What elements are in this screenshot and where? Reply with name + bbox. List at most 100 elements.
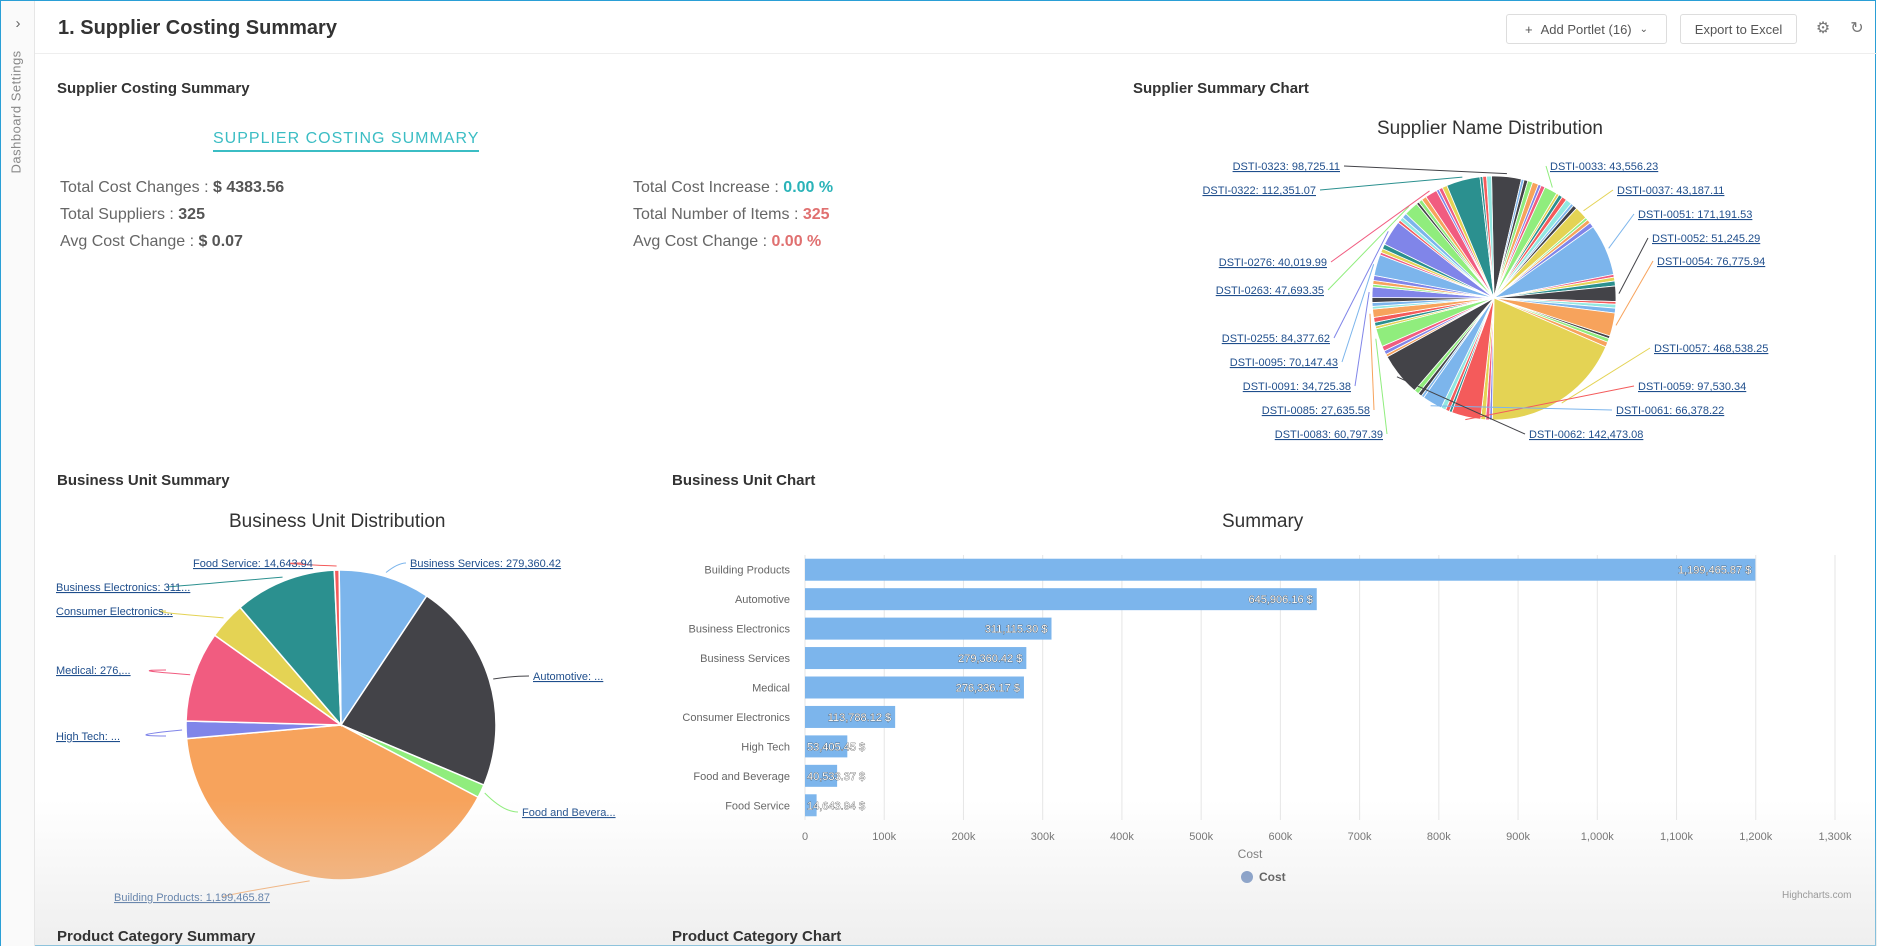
connector-line bbox=[1583, 189, 1614, 212]
y-category-label: Food and Beverage bbox=[693, 771, 790, 783]
pie-data-label[interactable]: DSTI-0052: 51,245.29 bbox=[1652, 233, 1760, 245]
x-tick-label: 800k bbox=[1427, 831, 1451, 843]
x-tick-label: 1,300k bbox=[1818, 831, 1852, 843]
x-tick-label: 400k bbox=[1110, 831, 1134, 843]
pie-data-label[interactable]: DSTI-0083: 60,797.39 bbox=[1275, 429, 1383, 441]
refresh-icon[interactable]: ↻ bbox=[1850, 20, 1864, 37]
connector-line bbox=[145, 729, 183, 737]
gear-icon[interactable]: ⚙ bbox=[1815, 20, 1831, 37]
page-title: 1. Supplier Costing Summary bbox=[58, 17, 337, 39]
product-category-chart-title: Product Category Chart bbox=[672, 928, 842, 945]
supplier-summary-chart-title: Supplier Summary Chart bbox=[1133, 80, 1309, 97]
product-category-summary-title: Product Category Summary bbox=[57, 928, 256, 945]
x-tick-label: 600k bbox=[1268, 831, 1292, 843]
connector-line bbox=[1608, 213, 1635, 249]
connector-line bbox=[1465, 385, 1635, 421]
pie-data-label[interactable]: DSTI-0276: 40,019.99 bbox=[1219, 257, 1327, 269]
supplier-costing-summary-heading[interactable]: SUPPLIER COSTING SUMMARY bbox=[213, 130, 480, 152]
bar-consumer-electronics[interactable] bbox=[805, 705, 896, 728]
pie-data-label[interactable]: Business Services: 279,360.42 bbox=[410, 558, 561, 570]
pie-data-label[interactable]: DSTI-0085: 27,635.58 bbox=[1262, 405, 1370, 417]
export-to-excel-button[interactable]: Export to Excel bbox=[1680, 14, 1797, 44]
pie-slice-business-electronics[interactable] bbox=[238, 569, 342, 728]
x-tick-label: 200k bbox=[952, 831, 976, 843]
connector-line bbox=[1369, 313, 1375, 411]
supplier-pie-chart[interactable]: DSTI-0323: 98,725.11 DSTI-0033: 43,556.23… bbox=[1180, 150, 1870, 450]
x-tick-label: 1,100k bbox=[1660, 831, 1694, 843]
pie-data-label[interactable]: DSTI-0323: 98,725.11 bbox=[1233, 161, 1340, 173]
pie-data-label[interactable]: Business Electronics: 311... bbox=[56, 582, 190, 594]
dashboard-settings-rail: › Dashboard Settings bbox=[1, 1, 35, 946]
pie-data-label[interactable]: Building Products: 1,199,465.87 bbox=[114, 892, 270, 904]
pie-slice-food-service[interactable] bbox=[333, 569, 342, 726]
stat-label: Total Cost Increase : bbox=[633, 179, 784, 196]
y-category-label: Consumer Electronics bbox=[682, 712, 790, 724]
connector-line bbox=[1327, 205, 1410, 291]
business-unit-chart-title: Business Unit Distribution bbox=[229, 511, 446, 532]
pie-data-label[interactable]: Consumer Electronics... bbox=[56, 606, 173, 618]
pie-data-label[interactable]: DSTI-0051: 171,191.53 bbox=[1638, 209, 1752, 221]
x-tick-label: 700k bbox=[1348, 831, 1372, 843]
pie-data-label[interactable]: DSTI-0095: 70,147.43 bbox=[1230, 357, 1338, 369]
pie-data-label[interactable]: DSTI-0255: 84,377.62 bbox=[1222, 333, 1330, 345]
y-category-label: Food Service bbox=[725, 800, 790, 812]
y-category-label: Automotive bbox=[735, 594, 790, 606]
connector-line bbox=[165, 576, 283, 588]
y-category-label: High Tech bbox=[741, 741, 790, 753]
pie-data-label[interactable]: DSTI-0054: 76,775.94 bbox=[1657, 256, 1765, 268]
connector-line bbox=[148, 669, 191, 676]
pie-data-label[interactable]: DSTI-0059: 97,530.34 bbox=[1638, 381, 1746, 393]
pie-data-label[interactable]: Automotive: ... bbox=[533, 671, 603, 683]
pie-data-label[interactable]: DSTI-0061: 66,378.22 bbox=[1616, 405, 1724, 417]
business-unit-pie-chart[interactable]: Business Services: 279,360.42 Automotive:… bbox=[40, 545, 680, 905]
dashboard-settings-label[interactable]: Dashboard Settings bbox=[8, 50, 24, 174]
connector-line bbox=[159, 610, 224, 619]
add-portlet-button[interactable]: + Add Portlet (16) ⌄ bbox=[1506, 14, 1667, 44]
bar-data-label: 311,115.30 $ bbox=[985, 624, 1048, 636]
pie-data-label[interactable]: Food and Bevera... bbox=[522, 807, 616, 819]
connector-line bbox=[289, 562, 337, 567]
bar-medical[interactable] bbox=[805, 676, 1024, 699]
chevron-right-icon[interactable]: › bbox=[15, 15, 21, 32]
pie-data-label[interactable]: High Tech: ... bbox=[56, 731, 120, 743]
pie-slice-automotive[interactable] bbox=[339, 594, 497, 787]
bar-food-and-beverage[interactable] bbox=[805, 764, 838, 787]
stat-label: Avg Cost Change : bbox=[60, 233, 199, 250]
bar-data-label: 14,643.94 $ bbox=[807, 800, 865, 812]
connector-line bbox=[1430, 405, 1613, 411]
bar-automotive[interactable] bbox=[805, 588, 1317, 611]
connector-line bbox=[1375, 338, 1388, 435]
pie-data-label[interactable]: Food Service: 14,643.94 bbox=[193, 558, 313, 570]
bar-business-electronics[interactable] bbox=[805, 617, 1052, 640]
stat-total-cost-changes: Total Cost Changes : $ 4383.56 bbox=[60, 179, 284, 197]
bar-building-products[interactable] bbox=[805, 558, 1756, 581]
plus-icon: + bbox=[1524, 21, 1533, 37]
pie-data-label[interactable]: DSTI-0091: 34,725.38 bbox=[1243, 381, 1351, 393]
connector-line bbox=[1354, 291, 1370, 387]
pie-data-label[interactable]: DSTI-0037: 43,187.11 bbox=[1617, 185, 1724, 197]
legend-marker[interactable] bbox=[1241, 871, 1253, 883]
bar-high-tech[interactable] bbox=[805, 735, 848, 758]
pie-data-label[interactable]: DSTI-0322: 112,351.07 bbox=[1202, 185, 1316, 197]
highcharts-credit[interactable]: Highcharts.com bbox=[1782, 890, 1852, 901]
chevron-down-icon: ⌄ bbox=[1639, 23, 1649, 35]
pie-data-label[interactable]: DSTI-0033: 43,556.23 bbox=[1550, 161, 1658, 173]
bar-business-services[interactable] bbox=[805, 647, 1027, 670]
pie-slice-business-services[interactable] bbox=[338, 569, 428, 728]
connector-line bbox=[493, 675, 530, 680]
pie-data-label[interactable]: DSTI-0062: 142,473.08 bbox=[1529, 429, 1643, 441]
stat-total-number-of-items: Total Number of Items : 325 bbox=[633, 206, 830, 224]
pie-slice-medical[interactable] bbox=[185, 634, 344, 726]
x-axis-label: Cost bbox=[1238, 847, 1263, 861]
bar-data-label: 1,199,465.87 $ bbox=[1678, 565, 1751, 577]
pie-data-label[interactable]: Medical: 276,... bbox=[56, 665, 131, 677]
legend-label[interactable]: Cost bbox=[1259, 870, 1286, 884]
bar-chart-title: Summary bbox=[1222, 511, 1304, 532]
business-unit-chart-section-title: Business Unit Chart bbox=[672, 472, 816, 489]
business-unit-bar-chart[interactable]: 0 100k 200k 300k 400k 500k 600k 700k 800k 900k 1,0… bbox=[660, 545, 1865, 900]
pie-data-label[interactable]: DSTI-0263: 47,693.35 bbox=[1216, 285, 1324, 297]
stat-value: 325 bbox=[178, 206, 205, 223]
pie-slice-minor[interactable] bbox=[1486, 175, 1495, 299]
pie-data-label[interactable]: DSTI-0057: 468,538.25 bbox=[1654, 343, 1768, 355]
stat-label: Avg Cost Change : bbox=[633, 233, 772, 250]
